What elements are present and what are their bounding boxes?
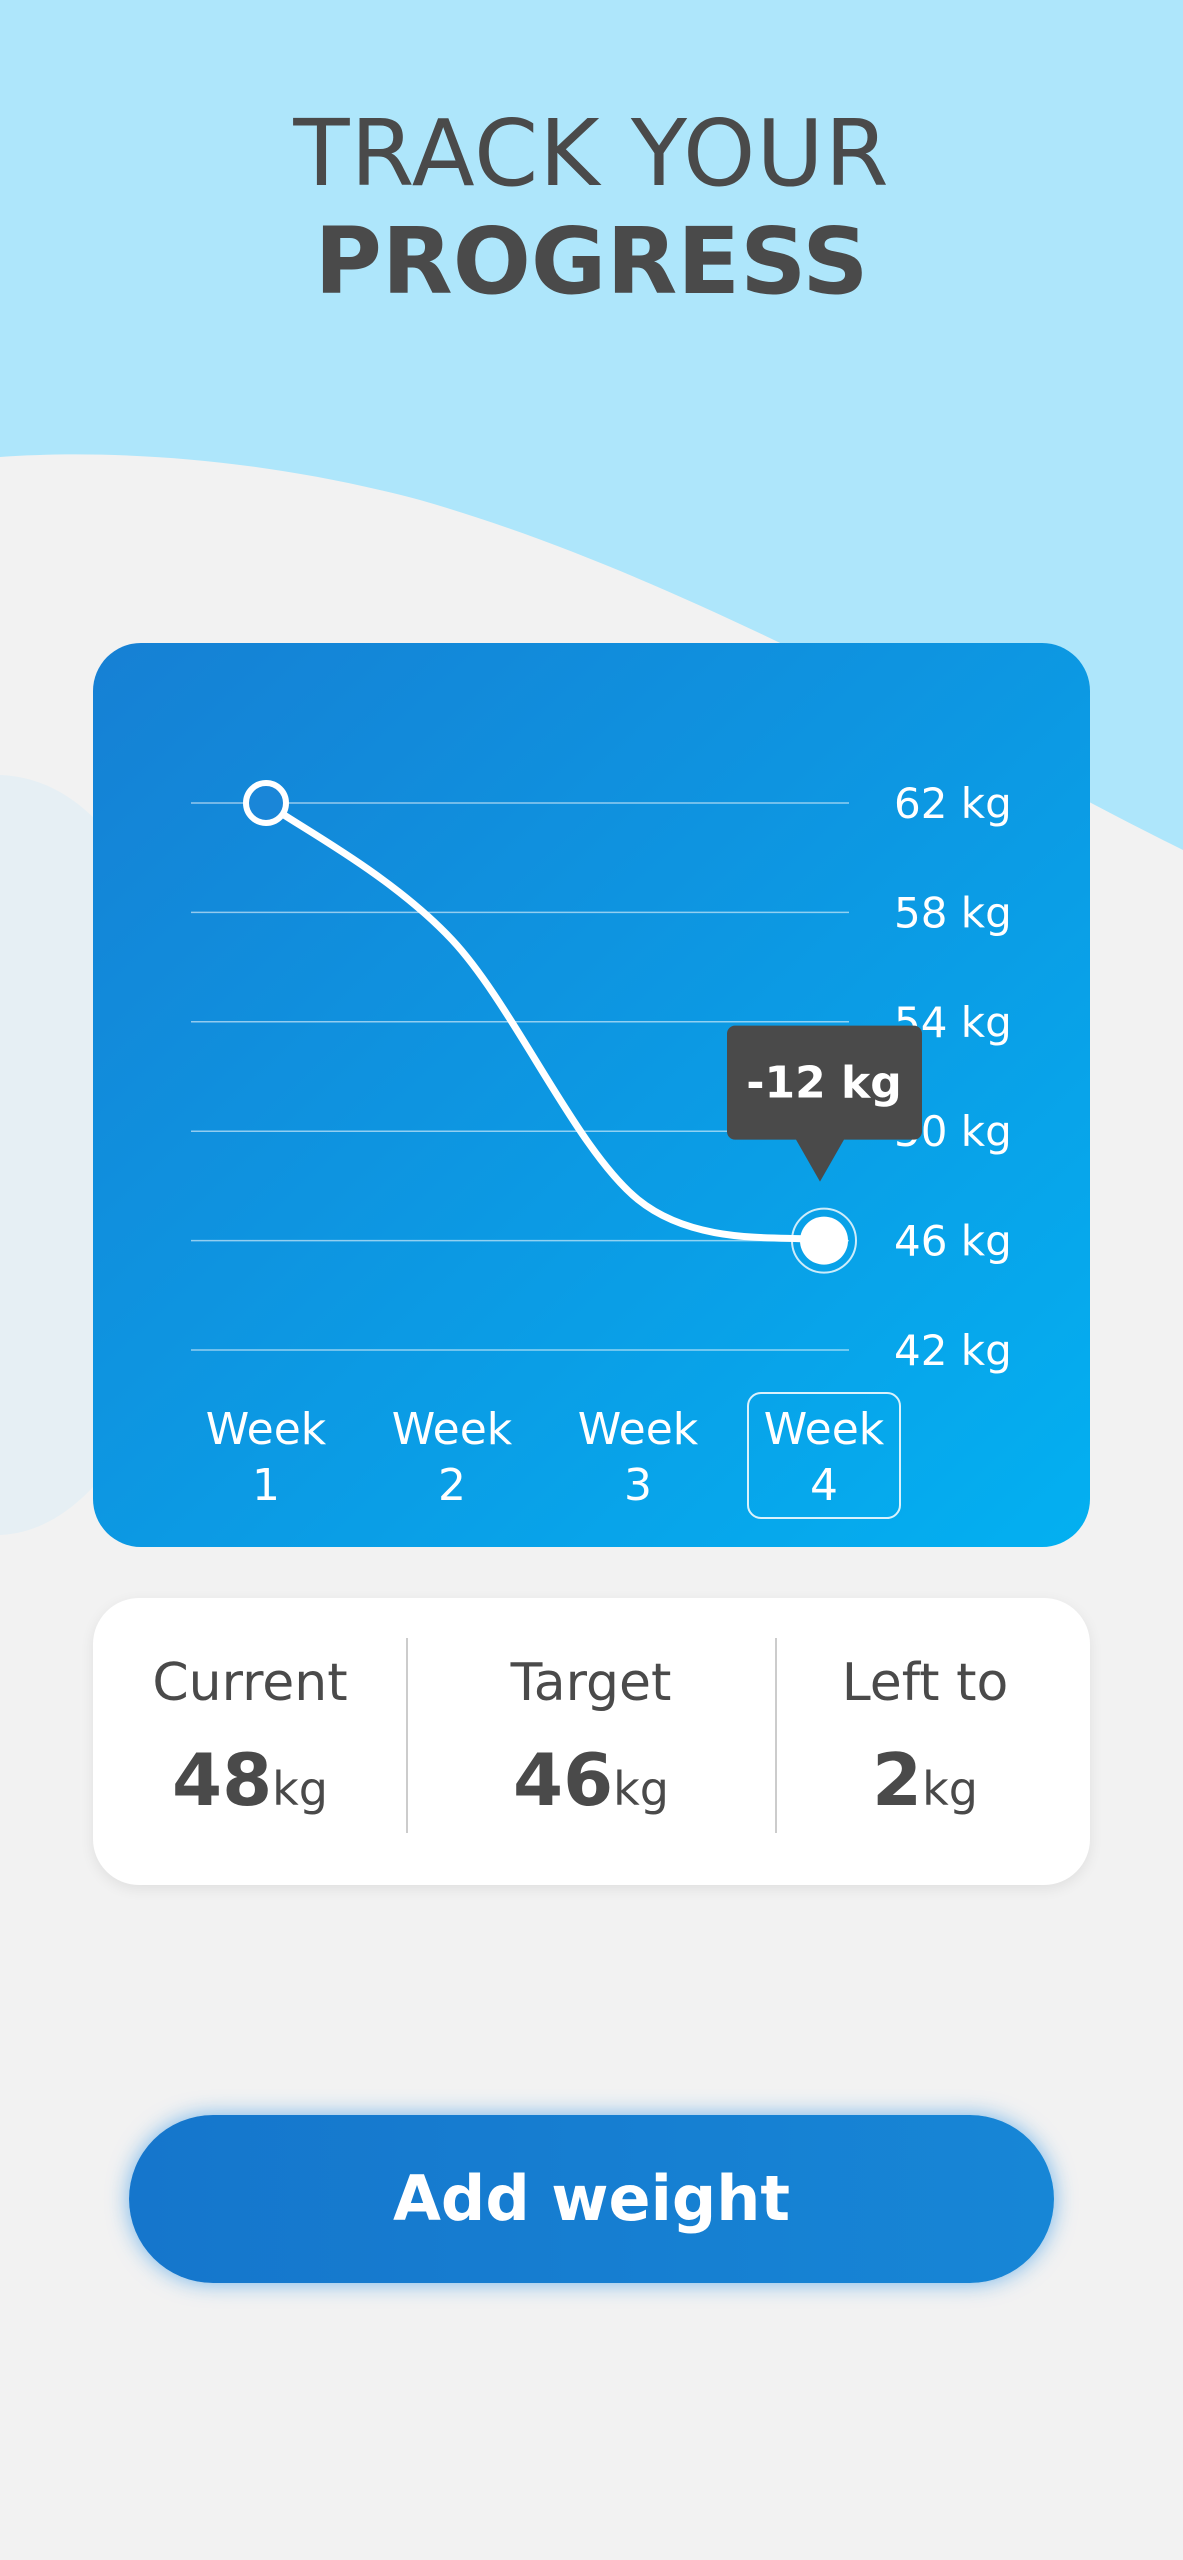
- stat-unit: kg: [613, 1762, 670, 1816]
- stat-label: Target: [510, 1653, 672, 1713]
- stat-value: 46kg: [431, 1738, 751, 1822]
- line: [262, 799, 828, 1245]
- title-line: TRACK YOUR: [293, 100, 890, 207]
- x-tick-label[interactable]: Week 1: [205, 1404, 327, 1511]
- stat-label: Left to: [841, 1653, 1009, 1713]
- divider: [406, 1638, 408, 1833]
- x-tick-label[interactable]: Week 2: [391, 1404, 513, 1511]
- chart-card: [93, 643, 1090, 1547]
- y-tick-label: 58 kg: [894, 888, 1012, 937]
- y-tick-label: 62 kg: [894, 779, 1012, 828]
- x-tick-label[interactable]: Week 4: [763, 1404, 885, 1511]
- stat-number: 46: [512, 1738, 614, 1822]
- stat-number: 2: [872, 1738, 923, 1822]
- stat-value: 48kg: [90, 1738, 410, 1822]
- selected-tab-frame: [747, 1392, 901, 1519]
- point: [243, 780, 289, 826]
- stat-label: Current: [152, 1653, 348, 1713]
- tooltip-box: [727, 1025, 922, 1182]
- tooltip-label: -12 kg: [746, 1058, 902, 1109]
- divider: [775, 1638, 777, 1833]
- x-tick-label[interactable]: Week 3: [577, 1404, 699, 1511]
- stat-unit: kg: [272, 1762, 329, 1816]
- y-tick-label: 46 kg: [894, 1217, 1012, 1266]
- title-line: PROGRESS: [314, 208, 869, 315]
- add-weight-button[interactable]: Add weight: [129, 2115, 1054, 2283]
- point: [800, 1216, 848, 1265]
- point-ring: [791, 1207, 857, 1274]
- stat-unit: kg: [922, 1762, 978, 1816]
- stat-value: 2kg: [765, 1738, 1085, 1822]
- background-wave: [0, 0, 1183, 850]
- stat-number: 48: [171, 1738, 273, 1822]
- stats-card: Current 48kg Target 46kg Left to 2kg: [93, 1598, 1090, 1885]
- y-tick-label: 42 kg: [894, 1326, 1012, 1375]
